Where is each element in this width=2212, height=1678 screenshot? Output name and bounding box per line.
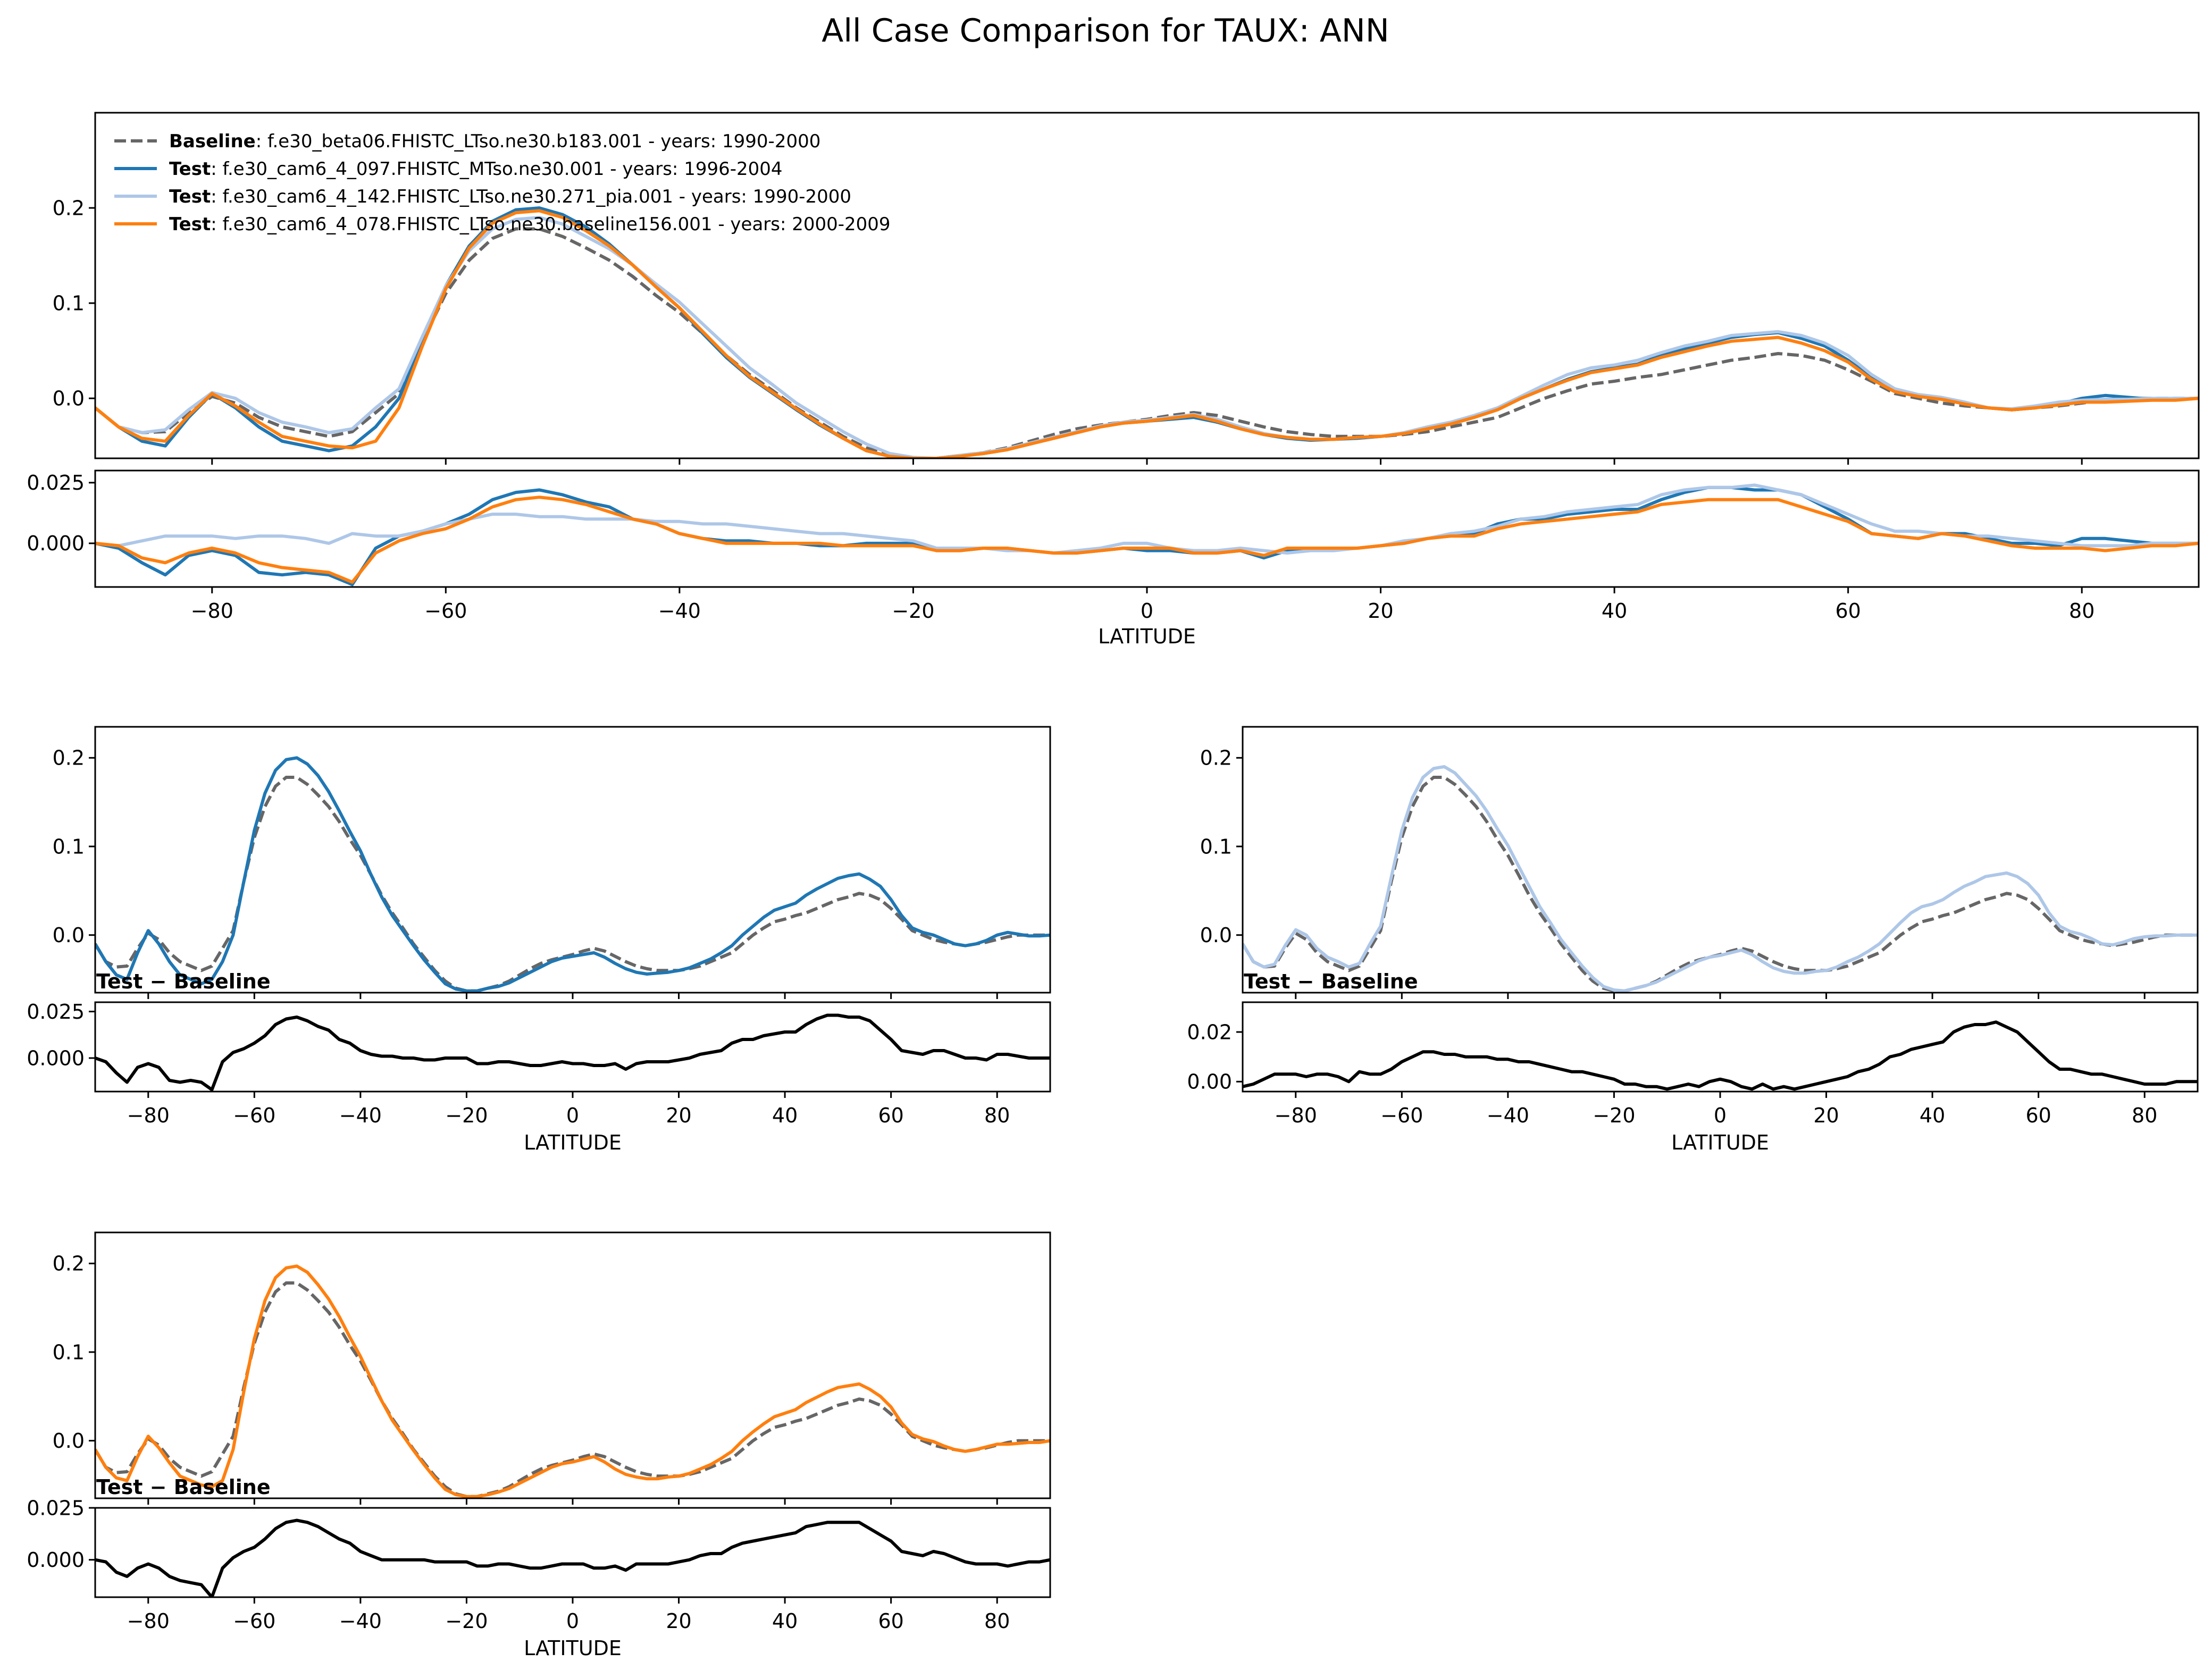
y-tick-label: 0.2: [1200, 746, 1232, 770]
x-tick-label: −20: [892, 599, 934, 623]
x-axis-label: LATITUDE: [524, 1637, 622, 1660]
x-tick-label: −40: [658, 599, 701, 623]
x-tick-label: −20: [445, 1104, 488, 1127]
x-tick-label: 80: [984, 1609, 1010, 1633]
x-axis-label: LATITUDE: [1671, 1131, 1769, 1154]
y-tick-label: 0.0: [1200, 924, 1232, 947]
figure-title: All Case Comparison for TAUX: ANN: [822, 12, 1389, 49]
axes-top-2: 0.0 0.1 0.2: [1200, 726, 2199, 999]
x-tick-label: −80: [1275, 1104, 1317, 1127]
legend-entry: Baseline: f.e30_beta06.FHISTC_LTso.ne30.…: [169, 131, 820, 152]
series-line-baseline: [95, 1281, 1050, 1498]
x-tick-label: −80: [127, 1609, 170, 1633]
x-tick-label: 80: [984, 1104, 1010, 1127]
legend-entry-kind: Test: [169, 186, 211, 207]
legend-entry-text: : f.e30_cam6_4_142.FHISTC_LTso.ne30.271_…: [211, 186, 851, 207]
legend-entry: Test: f.e30_cam6_4_078.FHISTC_LTso.ne30.…: [169, 214, 891, 235]
y-tick-label: 0.000: [27, 532, 85, 555]
x-tick-label: 0: [566, 1104, 579, 1127]
x-tick-label: −60: [233, 1104, 275, 1127]
x-tick-label: −20: [1593, 1104, 1635, 1127]
difference-label: Test − Baseline: [96, 1475, 271, 1499]
series-line-test3: [95, 1264, 1050, 1498]
axes-top-3: 0.0 0.1 0.2: [53, 1231, 1051, 1505]
y-tick-label: 0.025: [27, 1496, 85, 1520]
y-tick-label: 0.025: [27, 471, 85, 494]
legend-entry-kind: Baseline: [169, 131, 256, 152]
x-tick-label: −60: [1380, 1104, 1423, 1127]
difference-label: Test − Baseline: [1244, 970, 1418, 993]
y-tick-label: 0.1: [53, 291, 85, 315]
y-tick-label: 0.02: [1187, 1020, 1232, 1044]
x-tick-label: −60: [424, 599, 467, 623]
series-line-test2: [1243, 765, 2198, 993]
legend-entry-text: : f.e30_cam6_4_097.FHISTC_MTso.ne30.001 …: [211, 158, 782, 180]
x-tick-label: 60: [878, 1609, 903, 1633]
y-tick-label: 0.2: [53, 746, 85, 770]
x-tick-label: 20: [666, 1104, 691, 1127]
x-axis-label: LATITUDE: [524, 1131, 622, 1154]
x-tick-label: 0: [1141, 599, 1153, 623]
legend-entry-kind: Test: [169, 214, 211, 235]
y-tick-label: 0.0: [53, 387, 85, 410]
y-tick-label: 0.0: [53, 924, 85, 947]
x-tick-label: 80: [2069, 599, 2094, 623]
difference-label: Test − Baseline: [96, 970, 271, 993]
y-tick-label: 0.1: [53, 1340, 85, 1364]
x-axis-label: LATITUDE: [1098, 625, 1196, 648]
axes-bottom-3: 0.000 0.025 −80 −60 −40 −20 0 20 40 60 80: [27, 1496, 1051, 1633]
series-line-difference: [95, 1518, 1050, 1597]
series-line-test3: [95, 209, 2199, 458]
x-tick-label: 60: [1835, 599, 1861, 623]
series-line-test1: [95, 756, 1050, 993]
x-tick-label: −80: [191, 599, 233, 623]
series-line-test3: [95, 496, 2199, 584]
x-tick-label: −40: [339, 1609, 382, 1633]
x-tick-label: −40: [1487, 1104, 1529, 1127]
x-tick-label: 40: [772, 1104, 798, 1127]
x-tick-label: 20: [1368, 599, 1393, 623]
x-tick-label: −80: [127, 1104, 170, 1127]
y-tick-label: 0.025: [27, 1000, 85, 1023]
axes-bottom-2: 0.00 0.02 −80 −60 −40 −20 0 20 40 60 80: [1187, 1001, 2199, 1127]
legend-entry-text: : f.e30_cam6_4_078.FHISTC_LTso.ne30.base…: [211, 214, 890, 235]
series-line-test2: [95, 483, 2199, 555]
axes-top-1: 0.0 0.1 0.2: [53, 726, 1051, 999]
series-line-baseline: [95, 776, 1050, 993]
axes-top-0: 0.0 0.1 0.2: [53, 112, 2200, 465]
legend: Baseline: f.e30_beta06.FHISTC_LTso.ne30.…: [114, 131, 891, 235]
x-tick-label: 20: [666, 1609, 691, 1633]
legend-entry: Test: f.e30_cam6_4_142.FHISTC_LTso.ne30.…: [169, 186, 851, 207]
y-tick-label: 0.2: [53, 196, 85, 220]
y-tick-label: 0.0: [53, 1429, 85, 1453]
x-tick-label: 0: [566, 1609, 579, 1633]
y-tick-label: 0.2: [53, 1252, 85, 1276]
series-line-difference: [1243, 1020, 2198, 1091]
y-tick-label: 0.00: [1187, 1070, 1232, 1094]
legend-entry-kind: Test: [169, 158, 211, 180]
x-tick-label: 40: [1602, 599, 1627, 623]
x-tick-label: 0: [1714, 1104, 1727, 1127]
x-tick-label: 60: [878, 1104, 903, 1127]
axes-bottom-0: 0.000 0.025 −80 −60 −40 −20 0 20 40 60 80: [27, 469, 2200, 623]
y-tick-label: 0.000: [27, 1548, 85, 1572]
axes-bottom-1: 0.000 0.025 −80 −60 −40 −20 0 20 40 60 80: [27, 1000, 1051, 1127]
x-tick-label: 60: [2025, 1104, 2051, 1127]
x-tick-label: 40: [1920, 1104, 1945, 1127]
series-line-difference: [95, 1013, 1050, 1092]
x-tick-label: −60: [233, 1609, 275, 1633]
y-tick-label: 0.1: [1200, 835, 1232, 858]
y-tick-label: 0.1: [53, 835, 85, 858]
x-tick-label: −40: [339, 1104, 382, 1127]
y-tick-label: 0.000: [27, 1046, 85, 1070]
x-tick-label: −20: [445, 1609, 488, 1633]
x-tick-label: 80: [2132, 1104, 2157, 1127]
legend-entry: Test: f.e30_cam6_4_097.FHISTC_MTso.ne30.…: [169, 158, 783, 180]
x-tick-label: 40: [772, 1609, 798, 1633]
x-tick-label: 20: [1813, 1104, 1839, 1127]
legend-entry-text: : f.e30_beta06.FHISTC_LTso.ne30.b183.001…: [256, 131, 821, 152]
